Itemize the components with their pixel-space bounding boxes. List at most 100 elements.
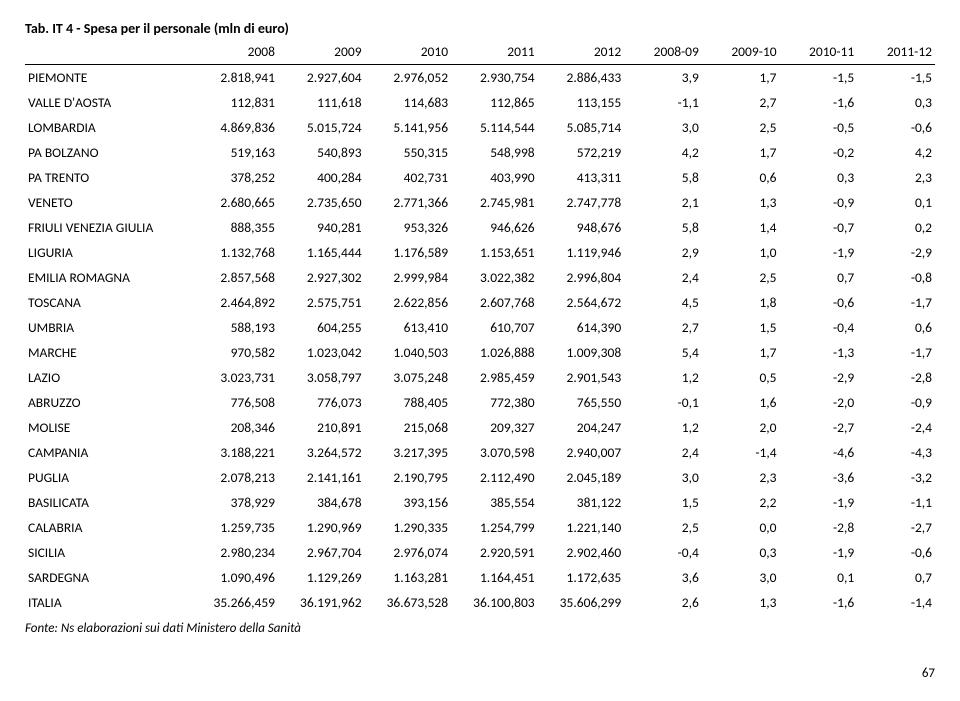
cell-value: 2.927,302	[278, 265, 365, 290]
cell-pct: -0,6	[780, 290, 858, 315]
cell-region: VALLE D'AOSTA	[25, 90, 191, 115]
cell-value: 400,284	[278, 165, 365, 190]
cell-value: 2.999,984	[365, 265, 452, 290]
table-row: TOSCANA2.464,8922.575,7512.622,8562.607,…	[25, 290, 935, 315]
cell-pct: 2,4	[624, 440, 702, 465]
cell-pct: 2,3	[857, 165, 935, 190]
cell-value: 3.217,395	[365, 440, 452, 465]
cell-pct: -1,9	[780, 240, 858, 265]
cell-pct: -2,0	[780, 390, 858, 415]
cell-pct: -1,5	[857, 65, 935, 91]
cell-pct: 2,1	[624, 190, 702, 215]
cell-pct: -2,9	[780, 365, 858, 390]
table-row: FRIULI VENEZIA GIULIA888,355940,281953,3…	[25, 215, 935, 240]
cell-value: 1.254,799	[451, 515, 538, 540]
table-row: CAMPANIA3.188,2213.264,5723.217,3953.070…	[25, 440, 935, 465]
cell-value: 2.996,804	[538, 265, 625, 290]
cell-value: 3.022,382	[451, 265, 538, 290]
cell-pct: 2,7	[702, 90, 780, 115]
col-2010-11: 2010-11	[780, 39, 858, 65]
table-row: SICILIA2.980,2342.967,7042.976,0742.920,…	[25, 540, 935, 565]
cell-value: 2.680,665	[191, 190, 278, 215]
cell-value: 1.165,444	[278, 240, 365, 265]
cell-value: 112,831	[191, 90, 278, 115]
cell-pct: -1,9	[780, 490, 858, 515]
cell-value: 204,247	[538, 415, 625, 440]
cell-value: 3.023,731	[191, 365, 278, 390]
cell-value: 111,618	[278, 90, 365, 115]
cell-value: 36.673,528	[365, 590, 452, 615]
cell-region: SARDEGNA	[25, 565, 191, 590]
col-2009: 2009	[278, 39, 365, 65]
cell-region: LIGURIA	[25, 240, 191, 265]
cell-pct: 1,5	[624, 490, 702, 515]
table-row: PA BOLZANO519,163540,893550,315548,99857…	[25, 140, 935, 165]
cell-region: PA TRENTO	[25, 165, 191, 190]
cell-pct: -2,8	[780, 515, 858, 540]
cell-pct: -1,9	[780, 540, 858, 565]
cell-pct: 2,4	[624, 265, 702, 290]
cell-region: CALABRIA	[25, 515, 191, 540]
cell-value: 776,508	[191, 390, 278, 415]
cell-value: 1.259,735	[191, 515, 278, 540]
table-row: LOMBARDIA4.869,8365.015,7245.141,9565.11…	[25, 115, 935, 140]
cell-region: PUGLIA	[25, 465, 191, 490]
cell-pct: 2,7	[624, 315, 702, 340]
data-table: 2008 2009 2010 2011 2012 2008-09 2009-10…	[25, 39, 935, 615]
table-row: VALLE D'AOSTA112,831111,618114,683112,86…	[25, 90, 935, 115]
cell-region: LAZIO	[25, 365, 191, 390]
source-note: Fonte: Ns elaborazioni sui dati Minister…	[25, 621, 935, 636]
cell-value: 1.132,768	[191, 240, 278, 265]
cell-value: 1.129,269	[278, 565, 365, 590]
cell-value: 5.015,724	[278, 115, 365, 140]
cell-region: ABRUZZO	[25, 390, 191, 415]
cell-pct: 0,3	[702, 540, 780, 565]
cell-value: 970,582	[191, 340, 278, 365]
cell-value: 776,073	[278, 390, 365, 415]
cell-pct: -1,6	[780, 590, 858, 615]
cell-value: 378,252	[191, 165, 278, 190]
cell-value: 1.023,042	[278, 340, 365, 365]
cell-region: BASILICATA	[25, 490, 191, 515]
cell-value: 3.058,797	[278, 365, 365, 390]
cell-value: 3.264,572	[278, 440, 365, 465]
cell-pct: -1,4	[857, 590, 935, 615]
cell-pct: 5,4	[624, 340, 702, 365]
table-row: ITALIA35.266,45936.191,96236.673,52836.1…	[25, 590, 935, 615]
cell-pct: -4,6	[780, 440, 858, 465]
cell-region: CAMPANIA	[25, 440, 191, 465]
cell-pct: 0,6	[702, 165, 780, 190]
cell-pct: 0,7	[780, 265, 858, 290]
cell-value: 2.622,856	[365, 290, 452, 315]
cell-value: 948,676	[538, 215, 625, 240]
cell-value: 114,683	[365, 90, 452, 115]
table-row: PA TRENTO378,252400,284402,731403,990413…	[25, 165, 935, 190]
cell-pct: -0,6	[857, 540, 935, 565]
cell-value: 3.188,221	[191, 440, 278, 465]
page-number: 67	[25, 666, 935, 681]
cell-pct: -2,8	[857, 365, 935, 390]
cell-value: 2.735,650	[278, 190, 365, 215]
cell-value: 946,626	[451, 215, 538, 240]
cell-pct: -1,5	[780, 65, 858, 91]
cell-pct: 1,7	[702, 340, 780, 365]
cell-value: 2.564,672	[538, 290, 625, 315]
cell-pct: 0,2	[857, 215, 935, 240]
table-row: PUGLIA2.078,2132.141,1612.190,7952.112,4…	[25, 465, 935, 490]
cell-value: 2.045,189	[538, 465, 625, 490]
cell-value: 1.009,308	[538, 340, 625, 365]
table-row: PIEMONTE2.818,9412.927,6042.976,0522.930…	[25, 65, 935, 91]
cell-value: 402,731	[365, 165, 452, 190]
cell-value: 940,281	[278, 215, 365, 240]
col-2010: 2010	[365, 39, 452, 65]
table-row: MARCHE970,5821.023,0421.040,5031.026,888…	[25, 340, 935, 365]
col-2008-09: 2008-09	[624, 39, 702, 65]
cell-region: ITALIA	[25, 590, 191, 615]
cell-pct: 3,0	[624, 465, 702, 490]
cell-pct: 0,5	[702, 365, 780, 390]
cell-pct: -1,4	[702, 440, 780, 465]
cell-pct: 5,8	[624, 215, 702, 240]
cell-pct: -0,9	[780, 190, 858, 215]
cell-value: 588,193	[191, 315, 278, 340]
cell-value: 550,315	[365, 140, 452, 165]
